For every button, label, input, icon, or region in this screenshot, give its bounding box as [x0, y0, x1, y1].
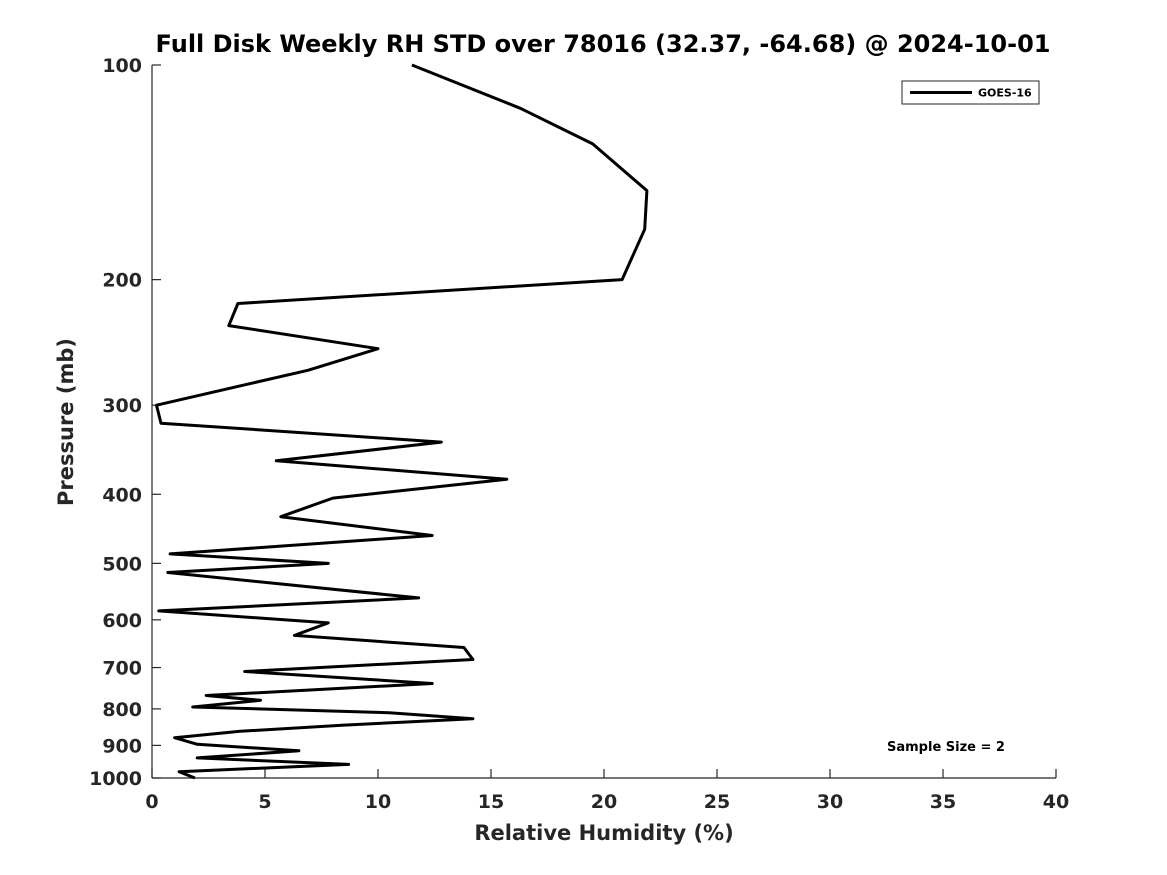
- x-tick-label: 5: [258, 791, 271, 813]
- y-axis-ticks: 100 200 300 400 500 600 700 800 900 1000: [89, 55, 161, 790]
- x-axis-label: Relative Humidity (%): [474, 821, 733, 845]
- x-axis-ticks: 0 5 10 15 20 25 30 35 40: [145, 769, 1069, 813]
- x-tick-label: 15: [478, 791, 504, 813]
- series-layer: [155, 63, 649, 780]
- legend: GOES-16: [901, 80, 1040, 105]
- y-tick-label: 1000: [89, 768, 142, 790]
- y-tick-label: 700: [102, 658, 142, 680]
- x-tick-label: 30: [817, 791, 843, 813]
- x-tick-label: 10: [365, 791, 391, 813]
- y-axis-label: Pressure (mb): [54, 338, 78, 506]
- legend-label-goes-16: GOES-16: [978, 87, 1032, 100]
- y-tick-label: 400: [102, 484, 142, 506]
- x-tick-label: 40: [1043, 791, 1069, 813]
- y-tick-label: 600: [102, 610, 142, 632]
- series-line-goes-16: [155, 63, 649, 780]
- sample-size-annotation: Sample Size = 2: [887, 740, 1005, 755]
- y-tick-label: 200: [102, 270, 142, 292]
- x-tick-label: 35: [930, 791, 956, 813]
- y-tick-label: 300: [102, 395, 142, 417]
- x-tick-label: 0: [145, 791, 158, 813]
- y-tick-label: 800: [102, 699, 142, 721]
- y-tick-label: 500: [102, 553, 142, 575]
- y-tick-label: 900: [102, 735, 142, 757]
- x-tick-label: 20: [591, 791, 617, 813]
- y-tick-label: 100: [102, 55, 142, 77]
- x-tick-label: 25: [704, 791, 730, 813]
- chart-title: Full Disk Weekly RH STD over 78016 (32.3…: [156, 30, 1051, 58]
